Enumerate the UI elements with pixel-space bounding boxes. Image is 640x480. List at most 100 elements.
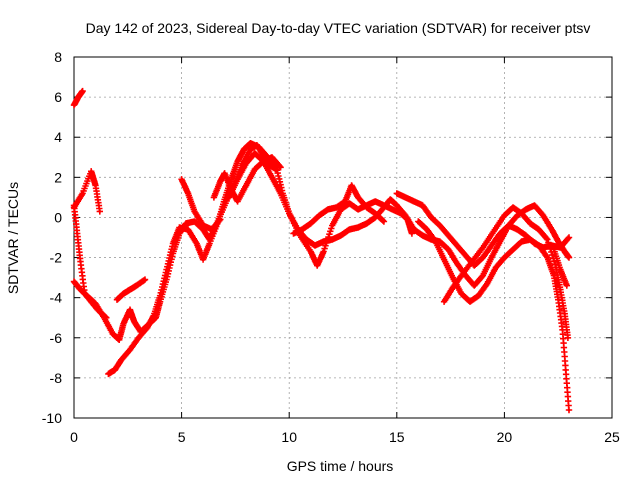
data-point — [464, 254, 468, 257]
series-trace-g — [178, 176, 224, 233]
y-tick-label: 6 — [54, 89, 62, 105]
data-point — [481, 274, 485, 278]
data-point — [253, 167, 257, 171]
series-trace-b — [70, 87, 86, 109]
data-point — [193, 220, 196, 223]
data-point — [330, 224, 334, 227]
data-point — [322, 240, 326, 243]
data-point — [520, 240, 524, 243]
data-point — [395, 191, 399, 195]
data-point — [218, 218, 222, 221]
data-point — [111, 332, 115, 336]
data-point — [391, 208, 394, 211]
data-point — [180, 177, 184, 181]
data-point — [135, 284, 138, 288]
data-point — [365, 206, 369, 209]
data-point — [503, 214, 506, 217]
data-point — [257, 145, 261, 149]
data-point — [193, 210, 196, 213]
series-trace-a — [70, 168, 103, 215]
data-point — [236, 159, 239, 163]
data-point — [492, 230, 496, 233]
data-point — [305, 238, 308, 241]
data-point — [558, 288, 562, 292]
data-point — [561, 328, 564, 332]
data-point — [178, 226, 181, 229]
data-point — [511, 248, 515, 251]
data-point — [451, 286, 455, 290]
y-tick-label: -10 — [42, 410, 62, 426]
data-point — [404, 214, 407, 217]
data-point — [81, 191, 85, 195]
data-point — [223, 197, 227, 201]
data-point — [89, 169, 93, 173]
data-point — [421, 204, 425, 207]
data-point — [171, 242, 175, 245]
data-point — [388, 197, 392, 201]
data-point — [115, 298, 119, 302]
data-point — [438, 224, 442, 227]
data-point — [79, 260, 82, 263]
data-point — [244, 161, 248, 165]
data-point — [533, 204, 536, 207]
data-point — [434, 240, 437, 243]
data-point — [563, 250, 567, 253]
data-point — [481, 256, 485, 259]
x-tick-label: 20 — [497, 429, 513, 445]
data-point — [507, 224, 511, 227]
data-point — [96, 308, 100, 312]
data-point — [81, 89, 85, 93]
data-point — [210, 228, 214, 231]
data-point — [270, 175, 274, 179]
series-trace-f — [113, 276, 149, 303]
data-point — [537, 228, 541, 231]
chart-title: Day 142 of 2023, Sidereal Day-to-day VTE… — [86, 20, 591, 36]
data-point — [309, 250, 313, 253]
data-point — [249, 141, 252, 145]
data-point — [322, 250, 326, 253]
data-point — [104, 316, 108, 320]
data-point — [317, 214, 321, 217]
data-point — [309, 222, 313, 225]
data-point — [498, 232, 502, 235]
data-point — [425, 228, 429, 231]
data-point — [447, 234, 450, 237]
series-trace-m — [440, 204, 572, 341]
data-point — [410, 232, 414, 235]
data-point — [279, 165, 282, 169]
data-point — [330, 238, 334, 241]
data-point — [552, 248, 556, 251]
y-tick-label: -4 — [50, 290, 63, 306]
series-trace-e — [105, 140, 416, 378]
data-point — [365, 222, 369, 225]
data-point — [442, 300, 446, 304]
data-point — [94, 183, 97, 187]
series-trace-n — [550, 246, 570, 289]
data-marks — [70, 87, 573, 414]
data-point — [404, 195, 407, 199]
data-point — [242, 147, 246, 151]
y-tick-label: -6 — [50, 330, 63, 346]
data-point — [186, 228, 190, 231]
data-point — [520, 212, 524, 215]
data-point — [75, 232, 79, 235]
series-trace-l — [415, 218, 573, 414]
series-trace-j — [290, 182, 388, 237]
data-point — [72, 280, 76, 284]
data-point — [429, 216, 433, 219]
data-point — [550, 228, 554, 231]
data-point — [113, 368, 117, 372]
data-point — [567, 236, 571, 239]
data-point — [566, 336, 570, 340]
data-point — [292, 232, 295, 235]
data-point — [236, 200, 239, 203]
data-point — [356, 195, 360, 199]
data-point — [339, 234, 343, 237]
data-point — [564, 368, 568, 372]
data-point — [412, 200, 416, 203]
data-point — [348, 228, 351, 231]
data-point — [382, 220, 386, 223]
data-point — [421, 234, 425, 237]
data-point — [477, 294, 480, 298]
data-point — [565, 284, 569, 288]
